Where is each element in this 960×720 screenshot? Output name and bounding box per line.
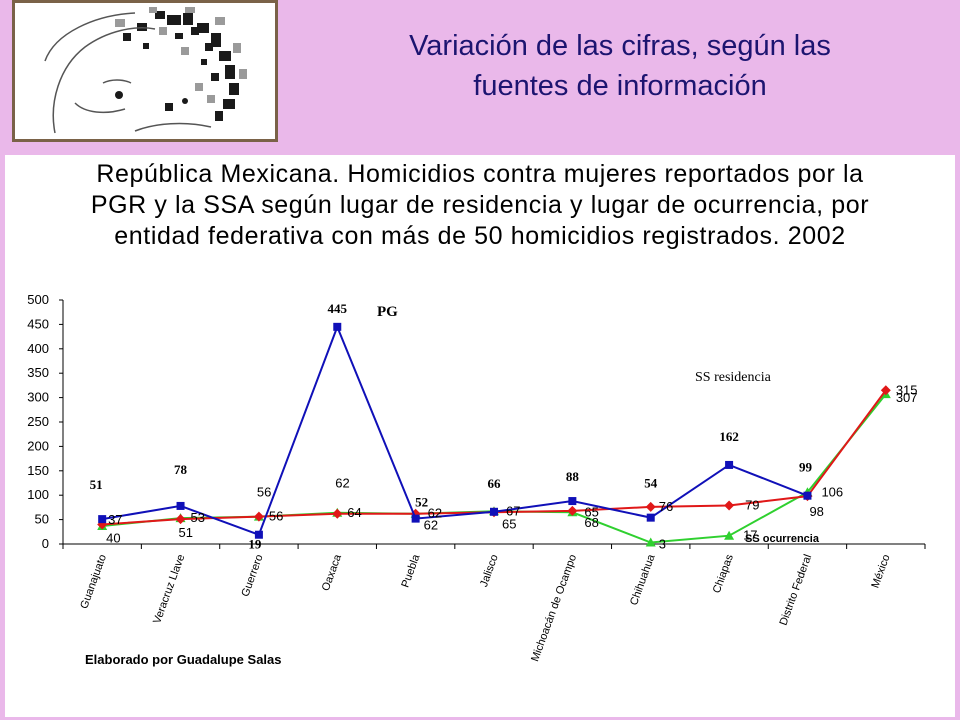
slide-title-line-2: fuentes de información xyxy=(473,70,767,102)
chart-title: República Mexicana. Homicidios contra mu… xyxy=(15,159,945,252)
x-category-label: Puebla xyxy=(399,552,422,589)
chart-title-line-3: entidad federativa con más de 50 homicid… xyxy=(114,222,846,250)
x-category-label: Guanajuato xyxy=(78,553,109,611)
data-label: 76 xyxy=(659,499,673,514)
data-label: 98 xyxy=(809,504,823,519)
data-label: 54 xyxy=(644,476,658,491)
data-point xyxy=(568,497,577,506)
x-category-label: Oaxaca xyxy=(320,552,345,593)
credit-label: Elaborado por Guadalupe Salas xyxy=(85,652,282,667)
chart-panel: República Mexicana. Homicidios contra mu… xyxy=(5,155,955,717)
x-category-label: Jalisco xyxy=(478,553,501,589)
data-label: 17 xyxy=(743,528,757,543)
series-line xyxy=(102,324,808,537)
data-label: 99 xyxy=(799,460,813,475)
data-point xyxy=(490,507,498,516)
y-tick-label: 500 xyxy=(27,292,49,307)
series-name-pg: PG xyxy=(377,304,398,320)
slide-title: Variación de las cifras, según las fuent… xyxy=(300,26,940,106)
logo xyxy=(12,0,278,142)
data-label: 65 xyxy=(584,504,598,519)
data-label: 307 xyxy=(896,390,918,405)
data-label: 62 xyxy=(428,506,442,521)
data-label: 79 xyxy=(745,497,759,512)
data-point xyxy=(253,511,264,522)
line-chart: 0 50 100 150 200 250 300 350 400 450 500 Guanajuato… xyxy=(27,292,926,663)
y-tick-label: 50 xyxy=(35,512,49,527)
data-point xyxy=(175,514,186,525)
data-point xyxy=(645,537,656,547)
data-label: 88 xyxy=(566,469,580,484)
data-point xyxy=(98,515,107,524)
x-category-label: Veracruz Llave xyxy=(151,553,187,625)
y-tick-label: 300 xyxy=(27,390,49,405)
data-label: 62 xyxy=(424,518,438,533)
data-label: 51 xyxy=(90,477,103,492)
x-category-label: Distrito Federal xyxy=(777,553,814,627)
y-tick-label: 150 xyxy=(27,463,49,478)
data-label: 40 xyxy=(106,530,120,545)
data-label: 67 xyxy=(506,503,520,518)
data-label: 78 xyxy=(174,462,188,477)
data-label: 68 xyxy=(584,515,598,530)
data-label: 66 xyxy=(488,476,502,491)
data-label: 106 xyxy=(821,484,843,499)
series-name-ss-ocurrencia: SS ocurrencia xyxy=(745,533,820,545)
data-point xyxy=(176,501,185,510)
data-label: 64 xyxy=(347,505,361,520)
y-tick-label: 400 xyxy=(27,341,49,356)
y-tick-label: 350 xyxy=(27,365,49,380)
data-point xyxy=(646,513,655,522)
slide-title-line-1: Variación de las cifras, según las xyxy=(409,30,831,62)
y-tick-label: 200 xyxy=(27,438,49,453)
x-category-label: Chihuahua xyxy=(628,552,658,607)
data-point xyxy=(724,530,735,540)
data-point xyxy=(332,508,343,519)
x-category-label: Chiapas xyxy=(711,552,736,594)
data-label: 162 xyxy=(719,429,739,444)
data-label: 62 xyxy=(335,476,349,491)
data-label: 56 xyxy=(257,485,271,500)
series-line xyxy=(102,389,887,526)
data-label: 51 xyxy=(179,525,193,540)
data-point xyxy=(567,505,578,516)
y-tick-label: 0 xyxy=(42,536,49,551)
data-label: 445 xyxy=(328,301,348,316)
data-point xyxy=(725,460,734,469)
data-label: 52 xyxy=(415,495,428,510)
data-point xyxy=(803,491,812,500)
sketched-woman-face-icon xyxy=(44,7,247,134)
data-label: 19 xyxy=(248,537,262,552)
y-tick-label: 250 xyxy=(27,414,49,429)
data-point xyxy=(333,322,342,331)
data-point xyxy=(97,519,108,530)
series-name-ss-residencia: SS residencia xyxy=(695,370,772,385)
x-category-label: Michoacán de Ocampo xyxy=(529,553,579,663)
data-label: 53 xyxy=(191,510,205,525)
data-point xyxy=(254,530,263,539)
y-tick-label: 100 xyxy=(27,487,49,502)
y-tick-label: 450 xyxy=(27,316,49,331)
data-point xyxy=(411,514,420,523)
data-label: 37 xyxy=(108,512,122,527)
x-category-label: México xyxy=(869,553,892,590)
data-label: 315 xyxy=(896,382,918,397)
data-point xyxy=(645,501,656,512)
chart-title-line-2: PGR y la SSA según lugar de residencia y… xyxy=(90,191,870,219)
data-point xyxy=(880,385,891,396)
chart-title-line-1: República Mexicana. Homicidios contra mu… xyxy=(96,160,864,188)
data-label: 3 xyxy=(659,537,666,552)
x-category-label: Guerrero xyxy=(239,553,265,598)
data-label: 65 xyxy=(502,516,516,531)
data-label: 56 xyxy=(269,509,283,524)
data-point xyxy=(724,500,735,511)
